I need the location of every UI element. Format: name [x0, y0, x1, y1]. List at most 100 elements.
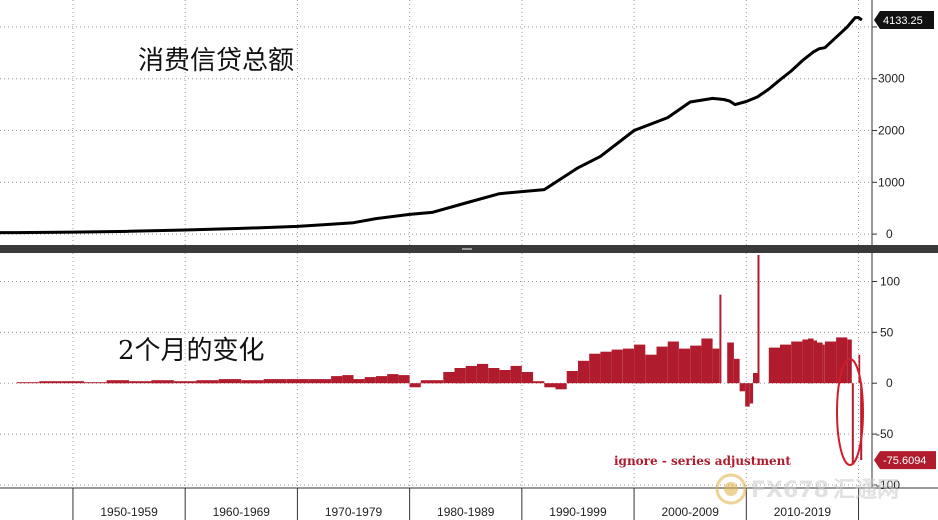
change-bar [499, 370, 511, 384]
change-bar [566, 371, 578, 384]
change-bar [578, 360, 590, 384]
top-gridlines [0, 0, 872, 245]
change-bar [589, 353, 601, 384]
change-bar [753, 373, 758, 384]
change-bar [84, 382, 107, 384]
top-chart-title: 消费信贷总额 [138, 46, 294, 76]
change-bar [286, 379, 309, 384]
bottom-y-tick-label: 0 [886, 376, 893, 390]
change-bar [308, 379, 331, 384]
change-bar [808, 338, 814, 384]
watermark-chinese: 汇通网 [833, 478, 899, 503]
fx678-watermark-logo: FX678 汇通网 [715, 473, 899, 505]
change-bar [745, 383, 750, 407]
change-bar [791, 341, 803, 384]
change-bar [364, 377, 376, 384]
change-bar [836, 337, 848, 384]
bottom-y-tick-labels: -100 -50 0 50 100 [872, 274, 900, 492]
adjustment-highlight-ellipse [836, 358, 864, 466]
change-bar [342, 375, 354, 384]
change-bar [858, 354, 861, 384]
change-bar [656, 346, 668, 384]
change-bar [409, 383, 421, 388]
change-bar [521, 372, 534, 384]
top-last-value-badge: 4133.25 [874, 11, 934, 30]
change-bar [39, 381, 62, 384]
change-bar [749, 383, 754, 404]
change-bar [555, 383, 567, 390]
change-bar [16, 382, 40, 384]
bottom-last-value-badge: -75.6094 [874, 451, 936, 470]
watermark-latin: FX678 [751, 478, 829, 503]
change-bars [16, 255, 863, 465]
change-bar [420, 380, 444, 384]
top-y-tick-label: 3000 [878, 72, 905, 86]
change-bar [701, 338, 713, 384]
x-tick-label: 1990-1999 [549, 505, 607, 519]
top-y-tick-label: 0 [886, 227, 893, 241]
change-bar [690, 345, 702, 384]
change-bar [376, 376, 388, 384]
change-bar [734, 358, 740, 384]
top-y-tick-label: 2000 [878, 124, 905, 138]
change-bar [860, 383, 863, 461]
change-bar [634, 344, 646, 384]
change-bar [813, 340, 817, 384]
x-tick-label: 1960-1969 [213, 505, 271, 519]
change-bar [477, 363, 489, 384]
change-bar [387, 374, 399, 384]
bottom-chart-title: 2个月的变化 [118, 336, 265, 366]
bottom-gridlines [0, 253, 872, 488]
change-bar [398, 375, 410, 384]
consumer-credit-line [0, 16, 863, 235]
change-bar [443, 372, 455, 384]
change-bar [218, 379, 242, 384]
change-bar [667, 341, 679, 384]
bottom-last-value-text: -75.6094 [883, 455, 926, 467]
change-bar [768, 347, 780, 384]
top-y-tick-labels: 0 1000 2000 3000 [872, 26, 905, 241]
change-bar [61, 381, 85, 384]
change-bar [263, 379, 287, 384]
change-bar [196, 380, 219, 384]
change-bar [510, 365, 522, 384]
x-tick-label: 2010-2019 [774, 505, 832, 519]
x-tick-labels: 1950-1959 1960-1969 1970-1979 1980-1989 1990… [72, 488, 860, 520]
change-bar [544, 383, 556, 388]
bottom-y-tick-label: 50 [880, 325, 894, 339]
change-bar [353, 379, 365, 384]
top-y-tick-label: 1000 [878, 175, 905, 189]
x-tick-label: 1950-1959 [100, 505, 158, 519]
change-bar [679, 348, 691, 384]
change-bar [533, 381, 545, 384]
change-bar [719, 294, 722, 384]
change-bar [727, 342, 734, 384]
change-bar [174, 381, 197, 384]
change-bar [822, 344, 825, 384]
change-bar [645, 354, 657, 384]
annotation-text: ignore - series adjustment [614, 454, 791, 468]
change-bar [129, 381, 152, 384]
change-bar [622, 348, 635, 384]
change-bar [454, 368, 466, 384]
panel-divider-grip [462, 248, 472, 250]
change-bar [611, 349, 623, 384]
bottom-y-tick-label: 100 [880, 274, 900, 288]
x-tick-label: 1970-1979 [325, 505, 383, 519]
change-bar [824, 341, 837, 384]
change-bar [780, 344, 792, 384]
change-bar [851, 383, 854, 465]
change-bar [757, 255, 760, 384]
change-bar [847, 339, 852, 384]
change-bar [600, 351, 612, 384]
change-bar [331, 376, 343, 384]
x-tick-label: 2000-2009 [661, 505, 719, 519]
bottom-y-tick-label: -50 [876, 427, 894, 441]
change-bar [817, 342, 823, 384]
change-bar [106, 380, 129, 384]
change-bar [712, 348, 720, 384]
top-last-value-text: 4133.25 [883, 15, 923, 27]
x-tick-label: 1980-1989 [437, 505, 495, 519]
change-bar [802, 339, 808, 384]
